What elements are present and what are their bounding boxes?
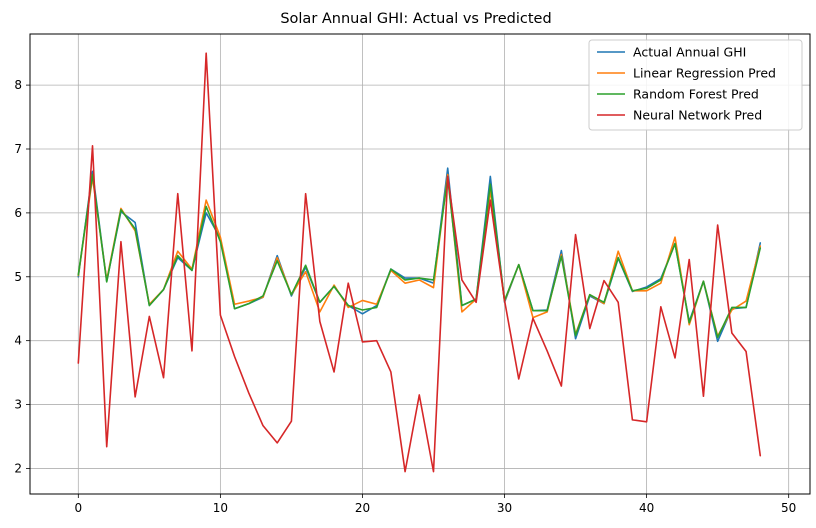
x-tick-label: 30	[497, 501, 512, 515]
legend-label: Linear Regression Pred	[633, 66, 776, 81]
y-tick-label: 3	[14, 398, 22, 412]
y-tick-label: 4	[14, 334, 22, 348]
plot-frame	[29, 33, 811, 495]
y-tick-label: 7	[14, 142, 22, 156]
series-layer	[77, 52, 762, 473]
grid-layer	[30, 34, 810, 494]
legend-label: Random Forest Pred	[633, 87, 759, 102]
y-tick-label: 5	[14, 270, 22, 284]
legend-label: Neural Network Pred	[633, 108, 762, 123]
x-tick-label: 50	[781, 501, 796, 515]
x-tick-label: 20	[355, 501, 370, 515]
legend: Actual Annual GHI Linear Regression Pred R…	[588, 39, 803, 131]
y-tick-label: 6	[14, 206, 22, 220]
x-tick-label: 0	[74, 501, 82, 515]
legend-box	[588, 39, 803, 131]
y-tick-label: 8	[14, 78, 22, 92]
tick-layer: 0 10 20 30 40 50 2 3 4 5 6 7 8	[14, 78, 796, 515]
y-tick-label: 2	[14, 461, 22, 475]
x-tick-label: 10	[213, 501, 228, 515]
chart-title: Solar Annual GHI: Actual vs Predicted	[280, 11, 551, 27]
series-line-4	[77, 52, 762, 473]
legend-label: Actual Annual GHI	[633, 45, 746, 60]
x-tick-label: 40	[639, 501, 654, 515]
series-line-3	[77, 173, 762, 339]
